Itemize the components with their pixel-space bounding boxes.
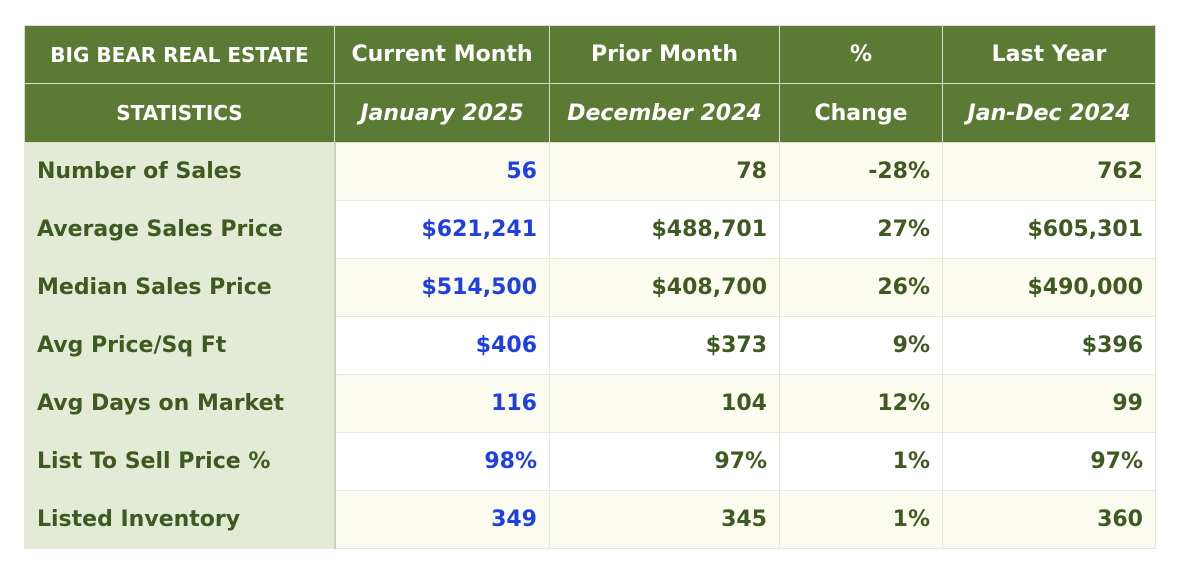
prior-month-value: $373 (549, 316, 780, 375)
table-title-line1: BIG BEAR REAL ESTATE (24, 25, 335, 84)
last-year-value: $490,000 (942, 258, 1156, 317)
row-label: Listed Inventory (24, 490, 336, 549)
current-month-value: $514,500 (334, 258, 550, 317)
prior-month-value: $488,701 (549, 200, 780, 259)
table-row: Number of Sales 56 78 -28% 762 (24, 142, 1156, 201)
row-label: Median Sales Price (24, 258, 336, 317)
header-prior-month-period: December 2024 (549, 83, 780, 143)
table-row: Median Sales Price $514,500 $408,700 26%… (24, 258, 1156, 317)
prior-month-value: 78 (549, 142, 780, 201)
table-header: BIG BEAR REAL ESTATE Current Month Prior… (24, 25, 1156, 143)
percent-change-value: 1% (779, 490, 943, 549)
current-month-value: 98% (334, 432, 550, 491)
current-month-value: $621,241 (334, 200, 550, 259)
table-row: Avg Price/Sq Ft $406 $373 9% $396 (24, 316, 1156, 375)
row-label: Avg Price/Sq Ft (24, 316, 336, 375)
table-body: Number of Sales 56 78 -28% 762 Average S… (24, 142, 1156, 549)
last-year-value: $605,301 (942, 200, 1156, 259)
percent-change-value: 27% (779, 200, 943, 259)
prior-month-value: 104 (549, 374, 780, 433)
current-month-value: 116 (334, 374, 550, 433)
header-change: Change (779, 83, 943, 143)
header-row-2: STATISTICS January 2025 December 2024 Ch… (24, 83, 1156, 143)
last-year-value: $396 (942, 316, 1156, 375)
prior-month-value: $408,700 (549, 258, 780, 317)
table-row: List To Sell Price % 98% 97% 1% 97% (24, 432, 1156, 491)
header-last-year: Last Year (942, 25, 1156, 84)
row-label: Number of Sales (24, 142, 336, 201)
prior-month-value: 97% (549, 432, 780, 491)
last-year-value: 360 (942, 490, 1156, 549)
table-title-line2: STATISTICS (24, 83, 335, 143)
table-row: Average Sales Price $621,241 $488,701 27… (24, 200, 1156, 259)
header-current-month: Current Month (334, 25, 550, 84)
header-current-month-period: January 2025 (334, 83, 550, 143)
row-label: List To Sell Price % (24, 432, 336, 491)
table-row: Listed Inventory 349 345 1% 360 (24, 490, 1156, 549)
last-year-value: 99 (942, 374, 1156, 433)
percent-change-value: 1% (779, 432, 943, 491)
current-month-value: 56 (334, 142, 550, 201)
header-percent: % (779, 25, 943, 84)
real-estate-statistics-table: BIG BEAR REAL ESTATE Current Month Prior… (24, 25, 1156, 549)
percent-change-value: 9% (779, 316, 943, 375)
prior-month-value: 345 (549, 490, 780, 549)
table-row: Avg Days on Market 116 104 12% 99 (24, 374, 1156, 433)
row-label: Avg Days on Market (24, 374, 336, 433)
percent-change-value: 12% (779, 374, 943, 433)
percent-change-value: -28% (779, 142, 943, 201)
current-month-value: $406 (334, 316, 550, 375)
last-year-value: 97% (942, 432, 1156, 491)
current-month-value: 349 (334, 490, 550, 549)
row-label: Average Sales Price (24, 200, 336, 259)
header-prior-month: Prior Month (549, 25, 780, 84)
last-year-value: 762 (942, 142, 1156, 201)
header-last-year-period: Jan-Dec 2024 (942, 83, 1156, 143)
header-row-1: BIG BEAR REAL ESTATE Current Month Prior… (24, 25, 1156, 84)
percent-change-value: 26% (779, 258, 943, 317)
